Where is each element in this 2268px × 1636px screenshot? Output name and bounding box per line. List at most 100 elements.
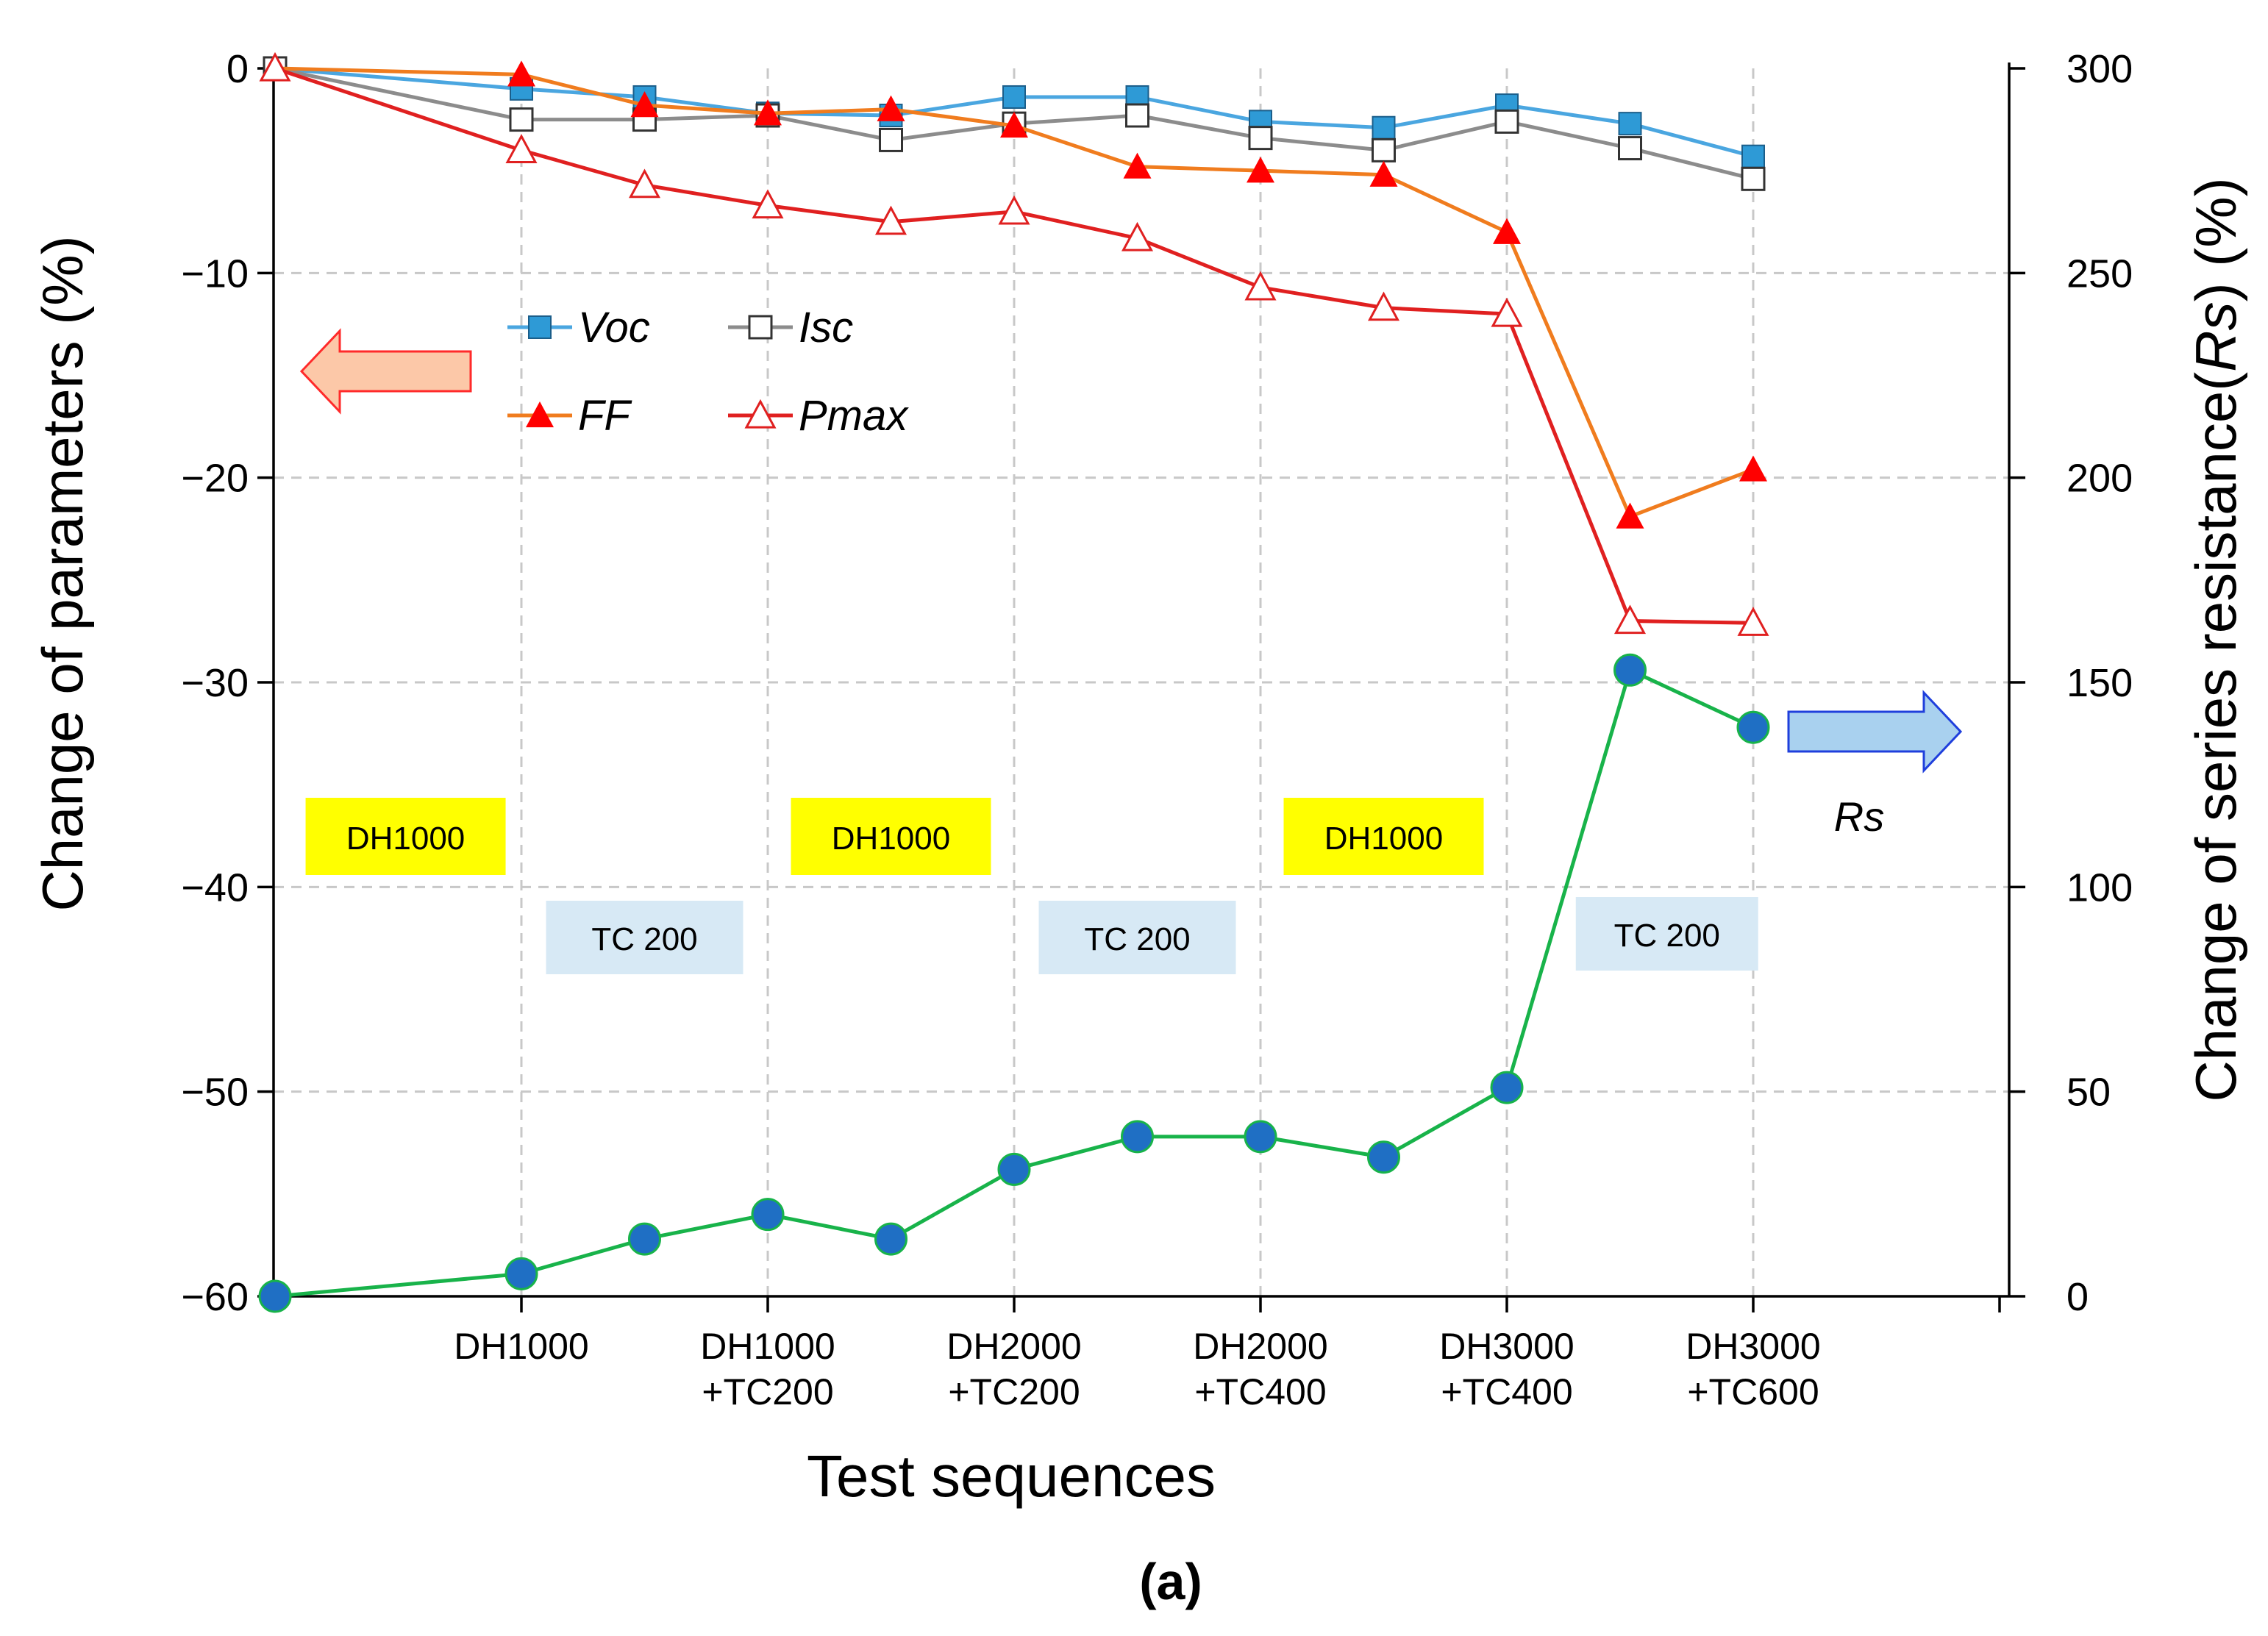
point-ff (1616, 502, 1644, 529)
dh-box (791, 798, 991, 875)
point-pmax (1244, 271, 1277, 301)
point-voc (1002, 85, 1026, 109)
point-rs (1121, 1120, 1154, 1154)
x-tick-label: DH2000 (946, 1326, 1081, 1367)
x-tick-label: DH1000 (700, 1326, 835, 1367)
tc-box-label: TC 200 (1614, 918, 1720, 954)
right-tick-label: 300 (2066, 47, 2133, 91)
point-ff (507, 60, 535, 87)
point-isc (1494, 109, 1519, 134)
point-isc (1372, 137, 1396, 162)
series-line-isc (274, 66, 1754, 181)
right-axis-title: Change of series resistance(Rs) (%) (2183, 177, 2248, 1101)
legend-marker-pmax (744, 399, 777, 429)
point-ff (1247, 157, 1274, 183)
right-axis-title-part: ) (%) (2183, 177, 2248, 301)
legend-label-ff: FF (578, 392, 632, 440)
gridlines (274, 68, 2009, 1296)
x-tick-label: DH1000 (454, 1326, 588, 1367)
series-line-voc (274, 66, 1754, 159)
x-tick-label: +TC600 (1687, 1371, 1819, 1412)
point-pmax (752, 189, 784, 219)
right-tick-label: 0 (2066, 1275, 2089, 1319)
legend-label-voc: Voc (578, 304, 650, 351)
point-ff (1369, 160, 1398, 187)
point-isc (1248, 126, 1273, 151)
tc-box-label: TC 200 (1084, 921, 1190, 957)
point-rs (258, 1279, 292, 1313)
point-isc (509, 107, 534, 132)
left-axis-title: Change of parameters (%) (30, 235, 95, 911)
right-axis-arrow (1787, 690, 1963, 774)
point-isc (1741, 166, 1766, 191)
point-ff (877, 95, 905, 121)
point-voc (1618, 112, 1642, 136)
point-rs (1736, 710, 1770, 744)
right-axis-title-part: Rs (2183, 301, 2248, 371)
point-rs (1244, 1120, 1277, 1154)
panel-label: (a) (1139, 1553, 1202, 1610)
dh-box (1283, 798, 1484, 875)
tc-box-label: TC 200 (591, 921, 697, 957)
series-layer (258, 51, 1770, 1313)
point-rs (504, 1257, 538, 1290)
axis-labels: Test sequences Change of parameters (%) Ch… (30, 177, 2248, 1610)
point-pmax (1737, 607, 1769, 636)
tc-box (1038, 901, 1236, 974)
point-pmax (259, 51, 291, 82)
right-tick-label: 100 (2066, 865, 2133, 910)
point-ff (754, 99, 782, 126)
point-isc (1618, 136, 1642, 161)
dh-box (305, 798, 506, 875)
point-rs (751, 1198, 785, 1232)
x-axis-title: Test sequences (807, 1443, 1216, 1509)
dh-box-label: DH1000 (1324, 821, 1443, 857)
left-tick-label: −20 (181, 457, 249, 501)
point-pmax (998, 195, 1030, 225)
series-line-rs (274, 668, 1755, 1299)
rs-label: Rs (1834, 793, 1884, 840)
point-rs (1490, 1071, 1524, 1104)
left-tick-label: 0 (227, 47, 249, 91)
left-tick-label: −60 (181, 1275, 249, 1319)
point-isc (879, 127, 903, 152)
x-tick-label: +TC200 (948, 1371, 1080, 1412)
point-ff (1493, 218, 1521, 244)
left-axis-arrow (299, 328, 472, 415)
point-ff (1000, 111, 1028, 138)
left-tick-label: −10 (181, 251, 249, 296)
point-pmax (1613, 604, 1647, 635)
right-tick-label: 250 (2066, 251, 2133, 296)
point-ff (630, 91, 659, 118)
legend-label-pmax: Pmax (799, 392, 909, 440)
point-rs (628, 1222, 661, 1256)
point-rs (997, 1152, 1031, 1186)
point-pmax (628, 168, 661, 199)
x-tick-label: DH2000 (1193, 1326, 1327, 1367)
series-line-ff (274, 66, 1754, 519)
left-tick-label: −40 (181, 865, 249, 910)
x-tick-label: +TC200 (702, 1371, 833, 1412)
x-tick-label: +TC400 (1441, 1371, 1572, 1412)
point-rs (1367, 1140, 1400, 1174)
point-voc (1372, 115, 1396, 140)
left-tick-label: −30 (181, 661, 249, 705)
x-tick-label: +TC400 (1194, 1371, 1326, 1412)
series-line-pmax (274, 66, 1754, 625)
point-ff (1123, 152, 1152, 179)
point-pmax (505, 134, 538, 163)
right-tick-label: 150 (2066, 661, 2133, 705)
point-pmax (874, 205, 907, 235)
point-rs (1613, 653, 1647, 687)
dh-box-label: DH1000 (346, 821, 465, 857)
point-rs (874, 1222, 907, 1256)
left-tick-label: −50 (181, 1071, 249, 1115)
right-tick-label: 50 (2066, 1071, 2111, 1115)
legend-marker-voc (528, 315, 552, 339)
axis-arrows: Rs (299, 328, 1963, 840)
legend-marker-isc (748, 315, 773, 340)
point-voc (1741, 144, 1765, 168)
x-tick-label: DH3000 (1686, 1326, 1820, 1367)
point-isc (1125, 103, 1149, 128)
